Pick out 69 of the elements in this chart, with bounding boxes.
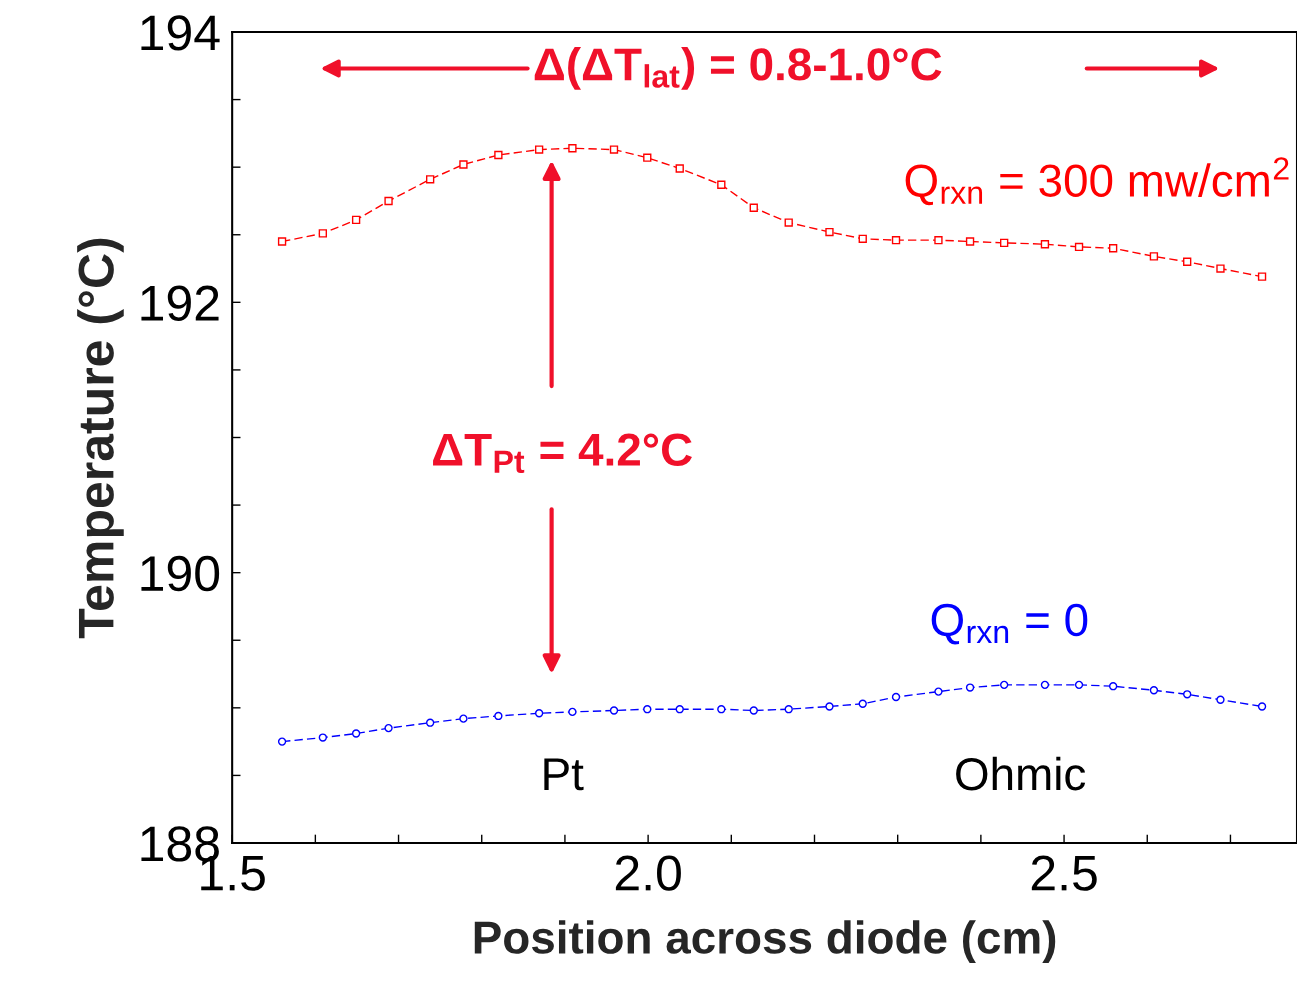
x-axis-title: Position across diode (cm)	[474, 920, 1056, 963]
point	[1040, 240, 1050, 249]
point	[934, 687, 943, 696]
point	[384, 196, 393, 206]
point	[1040, 680, 1050, 690]
point	[534, 145, 544, 154]
point	[965, 683, 975, 692]
point	[1074, 680, 1084, 690]
point	[1257, 272, 1267, 281]
point	[858, 699, 867, 708]
point	[494, 711, 503, 721]
point	[1216, 695, 1225, 704]
point	[784, 705, 793, 714]
point	[277, 737, 287, 746]
annotation: Pt	[544, 758, 584, 791]
point	[384, 723, 393, 733]
point	[425, 175, 435, 184]
series-label: Q$_{rxn}$ = 0	[931, 603, 1088, 645]
point	[717, 180, 726, 189]
point	[1183, 257, 1192, 266]
point	[749, 706, 758, 715]
point	[1000, 680, 1009, 690]
point	[891, 235, 901, 245]
point	[425, 718, 435, 727]
point	[965, 237, 975, 246]
point	[1000, 238, 1009, 248]
point	[351, 215, 361, 225]
point	[825, 702, 834, 711]
point	[609, 706, 619, 715]
x-tick-label: 2.5	[1031, 855, 1097, 891]
point	[318, 229, 328, 238]
point	[717, 705, 726, 714]
y-axis-title: Temperature (°C)	[77, 238, 124, 639]
y-tick-label: 190	[141, 555, 220, 592]
point	[643, 705, 652, 714]
point	[858, 234, 867, 243]
point	[459, 714, 468, 723]
point	[1183, 690, 1192, 699]
y-tick-label: 194	[141, 15, 220, 51]
annotation: Ohmic	[956, 756, 1086, 791]
point	[534, 709, 544, 718]
point	[609, 145, 619, 154]
point	[568, 144, 577, 153]
x-tick-label: 2.0	[615, 855, 681, 891]
point	[494, 150, 503, 160]
point	[675, 164, 684, 173]
point	[784, 218, 793, 227]
point	[1257, 702, 1267, 711]
y-tick-label: 192	[141, 285, 219, 321]
point	[318, 733, 328, 742]
point	[568, 707, 577, 717]
point	[277, 237, 287, 246]
point	[1216, 264, 1225, 273]
point	[1149, 252, 1159, 261]
point	[675, 705, 684, 714]
point	[934, 235, 943, 245]
point	[351, 729, 361, 738]
point	[1149, 686, 1159, 695]
point	[1074, 242, 1084, 252]
point	[825, 227, 834, 237]
point	[891, 692, 901, 702]
point	[459, 160, 468, 169]
annotation: Δ(ΔT$_{lat}$) = 0.8-1.0°C	[534, 46, 942, 90]
point	[749, 203, 758, 212]
annotation: ΔT$_{Pt}$ = 4.2°C	[433, 433, 692, 474]
series-label: Q$_{rxn}$ = 300 mw/cm$^{2}$	[905, 157, 1289, 206]
point	[643, 153, 652, 162]
point	[1108, 682, 1118, 691]
point	[1108, 244, 1118, 253]
